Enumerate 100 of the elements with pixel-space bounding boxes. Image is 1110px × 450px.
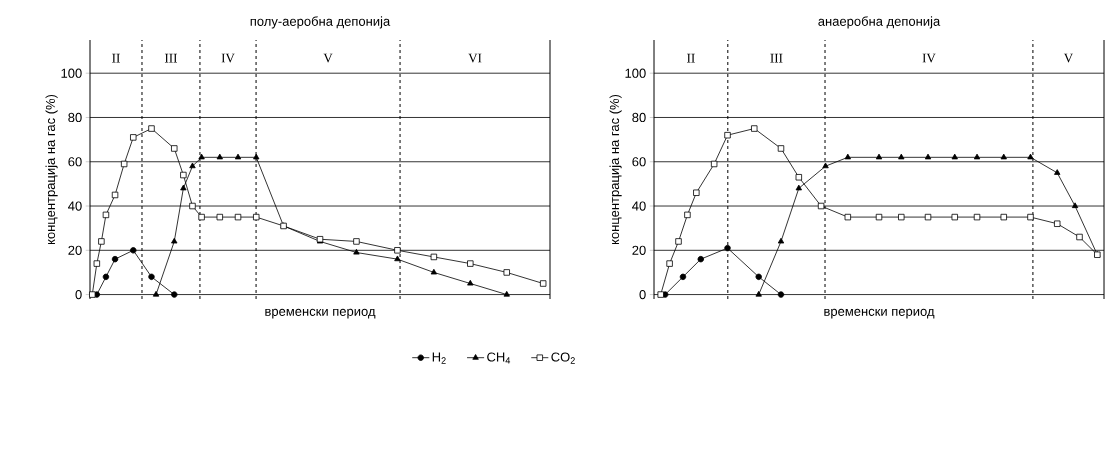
point	[98, 238, 105, 245]
y-tick-label: 20	[632, 245, 646, 255]
annotation: V	[323, 53, 333, 63]
annotation: VI	[468, 53, 482, 63]
annotation: III	[770, 53, 783, 63]
y-tick-label: 80	[68, 112, 82, 123]
point	[467, 260, 474, 267]
point	[180, 171, 187, 179]
y-tick-label: 80	[632, 112, 646, 123]
point	[1071, 202, 1079, 209]
y-tick-label: 100	[61, 68, 82, 78]
point	[152, 290, 160, 297]
y-tick-label: 40	[68, 201, 82, 211]
point	[503, 269, 510, 276]
point	[1076, 233, 1083, 241]
point	[898, 213, 905, 221]
y-tick-label: 40	[632, 201, 646, 211]
y-tick-label: 0	[639, 289, 646, 300]
point	[394, 255, 401, 262]
point	[253, 153, 260, 160]
point	[89, 291, 96, 298]
point	[148, 125, 155, 132]
point	[777, 237, 785, 244]
point	[1000, 213, 1007, 221]
point	[216, 213, 224, 221]
point	[666, 260, 673, 267]
point	[467, 279, 474, 286]
point	[973, 153, 981, 160]
point	[679, 273, 687, 281]
point	[353, 248, 360, 255]
x-axis-title: временски период	[265, 308, 376, 319]
y-tick-label: 100	[625, 68, 646, 78]
point	[875, 153, 883, 160]
point	[1054, 220, 1061, 227]
y-tick-label: 60	[632, 157, 646, 167]
point	[777, 291, 785, 298]
point	[130, 134, 137, 141]
point	[675, 238, 682, 245]
chart-title: полу-аеробна депонија	[250, 16, 391, 29]
point	[924, 213, 932, 221]
x-axis-title: временски период	[824, 308, 935, 319]
point	[1027, 153, 1034, 160]
y-tick-label: 20	[68, 245, 82, 255]
point	[751, 125, 758, 132]
legend-label: CH$_{4}$	[487, 352, 511, 364]
annotation: IV	[221, 53, 235, 63]
point	[844, 213, 852, 221]
point	[1054, 169, 1061, 175]
point	[539, 280, 547, 287]
point	[503, 290, 510, 297]
point	[148, 273, 155, 281]
point	[724, 131, 731, 139]
point	[234, 213, 242, 221]
point	[171, 291, 178, 298]
point	[951, 213, 958, 221]
point	[724, 244, 731, 252]
point	[180, 184, 187, 191]
point	[430, 253, 438, 261]
point	[844, 153, 851, 160]
point	[817, 202, 825, 210]
y-tick-label: 60	[68, 157, 82, 167]
point	[430, 268, 438, 275]
point	[93, 260, 101, 267]
point	[171, 145, 178, 152]
point	[1027, 213, 1034, 221]
point	[394, 247, 401, 254]
point	[1000, 153, 1007, 160]
point	[102, 273, 110, 281]
point	[189, 202, 196, 210]
point	[353, 238, 360, 245]
y-axis-title: концентрација на гас (%)	[45, 94, 58, 245]
y-tick-label: 0	[75, 289, 82, 300]
annotation: III	[164, 53, 177, 63]
annotation: II	[687, 53, 695, 63]
point	[130, 247, 137, 254]
point	[755, 273, 762, 281]
point	[216, 153, 223, 160]
point	[951, 153, 958, 160]
point	[684, 211, 691, 219]
annotation: IV	[922, 53, 936, 63]
point	[253, 213, 260, 221]
point	[777, 145, 785, 152]
point	[102, 211, 110, 219]
point	[924, 153, 932, 160]
annotation: V	[1063, 53, 1074, 63]
point	[198, 213, 205, 221]
point	[795, 184, 802, 191]
point	[795, 174, 803, 181]
point	[120, 160, 128, 168]
point	[111, 255, 119, 263]
chart-title: анаеробна депонија	[818, 16, 941, 29]
point	[657, 291, 664, 298]
point	[898, 153, 905, 160]
y-axis-title: концентрација на гас (%)	[609, 94, 622, 245]
point	[234, 153, 242, 160]
point	[693, 189, 700, 196]
legend-label: H$_{2}$	[432, 352, 446, 364]
point	[198, 153, 205, 160]
point	[710, 160, 718, 168]
point	[189, 162, 196, 169]
